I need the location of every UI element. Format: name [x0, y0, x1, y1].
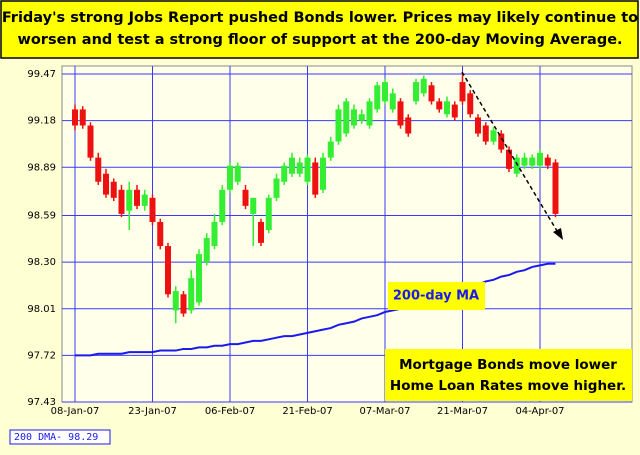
candle-body	[366, 101, 373, 126]
y-tick-label: 99.47	[27, 69, 56, 80]
candle-body	[281, 165, 288, 182]
chart-title: worsen and test a strong floor of suppor…	[17, 32, 622, 48]
candle-body	[428, 85, 435, 102]
candle-body	[513, 157, 520, 174]
candle-body	[544, 157, 551, 166]
candle-body	[110, 181, 117, 198]
candle-body	[389, 93, 396, 110]
candle-body	[180, 294, 187, 314]
candle-body	[149, 197, 156, 222]
y-tick-label: 98.01	[27, 304, 56, 315]
candle-body	[552, 162, 559, 214]
chart-title: Friday's strong Jobs Report pushed Bonds…	[2, 10, 638, 26]
y-tick-label: 98.59	[27, 211, 56, 222]
marks	[72, 74, 559, 357]
candle-body	[134, 189, 140, 206]
y-tick-label: 97.43	[27, 397, 56, 408]
candle-body	[521, 157, 528, 166]
candle-body	[537, 152, 543, 166]
candle-body	[165, 246, 171, 295]
candle-body	[358, 114, 365, 121]
candle-body	[79, 109, 86, 126]
candle-body	[265, 197, 272, 230]
candle-body	[296, 162, 303, 174]
candle-body	[141, 194, 148, 206]
candle-body	[498, 133, 505, 150]
title-box	[0, 0, 639, 59]
x-tick-label: 07-Mar-07	[360, 406, 411, 417]
x-tick-label: 21-Feb-07	[282, 406, 332, 417]
candle-body	[242, 189, 249, 206]
candle-body	[258, 221, 264, 243]
candle-body	[459, 82, 466, 102]
candle-body	[289, 157, 295, 174]
candle-body	[397, 101, 404, 126]
candle-body	[126, 189, 133, 211]
candle-body	[436, 101, 443, 110]
candle-body	[312, 162, 319, 195]
candle-body	[211, 221, 218, 247]
candle-body	[327, 141, 334, 158]
candle-body	[227, 165, 233, 190]
annotation-box	[388, 282, 485, 310]
candle-body	[475, 117, 481, 134]
candle-body	[490, 130, 497, 142]
legend-label: 200 DMA- 98.29	[14, 432, 98, 443]
candle-body	[250, 197, 257, 214]
candle-body	[304, 157, 311, 182]
candle-body	[234, 165, 241, 182]
candle-body	[320, 157, 326, 190]
x-tick-label: 06-Feb-07	[205, 406, 255, 417]
x-tick-label: 04-Apr-07	[515, 406, 564, 417]
y-tick-label: 99.18	[27, 116, 56, 127]
candle-body	[203, 238, 210, 263]
annotation-box	[385, 349, 632, 401]
candle-body	[172, 291, 179, 311]
candle-body	[405, 117, 412, 134]
candle-body	[343, 101, 350, 134]
candle-body	[420, 78, 427, 94]
candle-body	[335, 109, 342, 142]
x-tick-label: 08-Jan-07	[51, 406, 100, 417]
candle-body	[219, 189, 226, 222]
candle-body	[157, 221, 164, 247]
x-tick-label: 21-Mar-07	[437, 406, 488, 417]
candle-body	[382, 82, 388, 102]
candle-body	[482, 125, 489, 142]
candle-body	[444, 101, 450, 115]
candle-body	[413, 82, 419, 102]
candle-body	[196, 254, 202, 303]
y-tick-label: 97.72	[27, 350, 56, 361]
candle-body	[273, 178, 280, 198]
candle-body	[451, 104, 458, 118]
annotation: Mortgage Bonds move lower	[399, 357, 617, 373]
candle-body	[72, 109, 78, 126]
candle-body	[95, 157, 102, 182]
candle-body	[467, 93, 474, 115]
y-tick-label: 98.89	[27, 162, 56, 173]
arrow-head	[553, 228, 563, 240]
legend	[9, 429, 111, 445]
candle-body	[506, 149, 512, 169]
annotation: Home Loan Rates move higher.	[390, 378, 626, 394]
annotation: 200-day MA	[393, 289, 479, 304]
candle-body	[188, 278, 195, 311]
y-tick-label: 98.30	[27, 257, 56, 268]
candle-body	[118, 189, 125, 214]
candle-body	[529, 157, 536, 166]
candle-body	[87, 125, 94, 158]
candle-body	[374, 85, 381, 110]
candle-body	[103, 173, 109, 195]
candle-body	[351, 109, 357, 126]
x-tick-label: 23-Jan-07	[128, 406, 177, 417]
trend-arrow	[461, 71, 561, 237]
